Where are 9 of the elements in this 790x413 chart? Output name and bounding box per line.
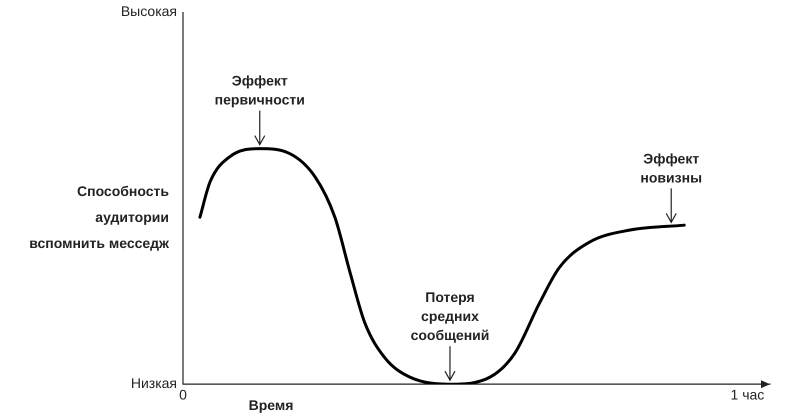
x-tick-label: 1 час: [730, 386, 764, 402]
annotation: Эффект первичности: [214, 72, 305, 108]
text: Высокая: [120, 2, 177, 19]
y-axis-title: Способность аудитории вспомнить месседж: [29, 182, 170, 251]
x-axis-title: Время: [248, 397, 294, 413]
annotation: Эффект новизны: [640, 150, 702, 186]
annotation: Потеря средних сообщений: [410, 289, 490, 344]
x-tick-label: 0: [179, 386, 188, 402]
text: Низкая: [130, 375, 177, 392]
